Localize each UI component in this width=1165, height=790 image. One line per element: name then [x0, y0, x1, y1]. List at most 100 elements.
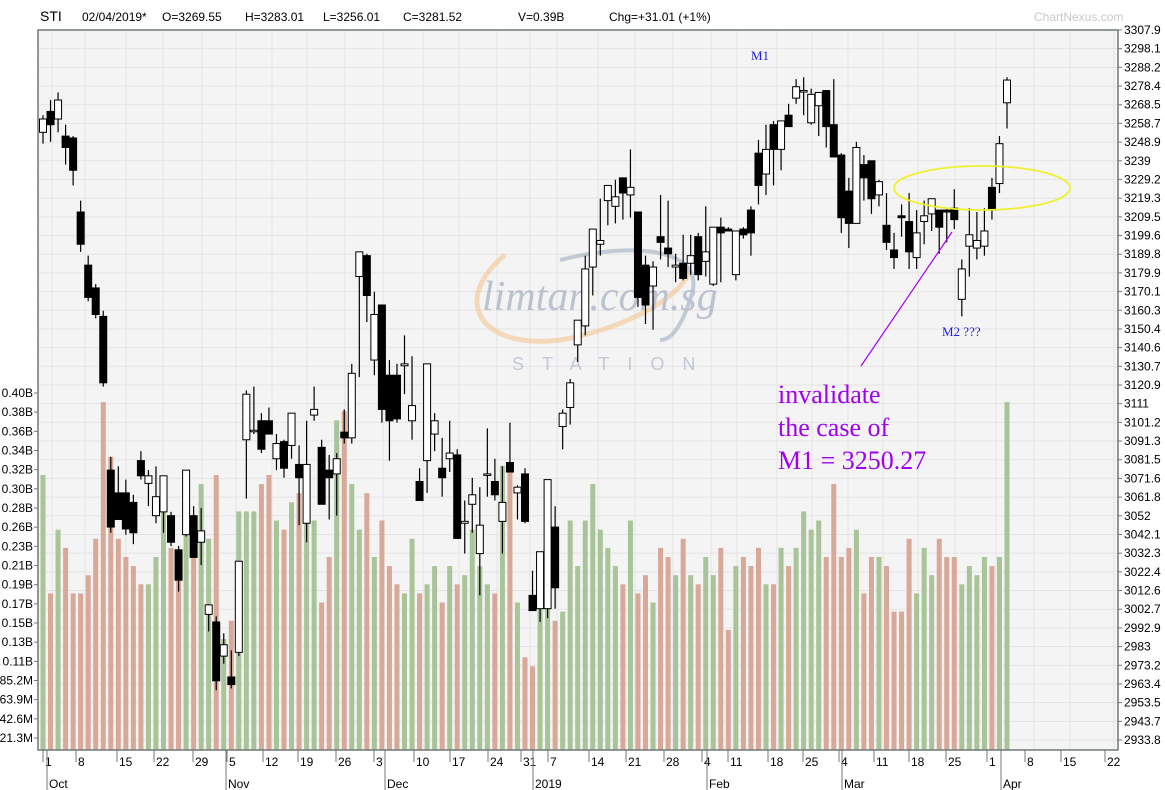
candle-up: [144, 475, 153, 484]
candle-up: [814, 91, 823, 107]
volume-bar: [853, 529, 859, 750]
volume-bar: [914, 593, 920, 750]
volume-bar: [168, 547, 174, 750]
volume-bar: [63, 547, 69, 750]
volume-bar: [176, 566, 182, 750]
day-tick-label: 29: [195, 755, 209, 769]
volume-bar: [499, 465, 505, 750]
price-tick-label: 3199.6: [1124, 229, 1161, 243]
candle-down: [212, 621, 221, 682]
volume-bar: [808, 529, 814, 750]
candle-up: [995, 143, 1004, 185]
candle-down: [739, 228, 748, 236]
candle-up: [423, 363, 432, 462]
candle-up: [475, 524, 484, 555]
candle-down: [656, 236, 665, 243]
volume-bar: [221, 638, 227, 750]
day-tick-label: 1: [45, 755, 52, 769]
annotation-note: invalidate the case of M1 = 3250.27: [778, 378, 926, 477]
candle-down: [528, 594, 537, 612]
volume-bar: [108, 456, 114, 750]
candle-up: [920, 215, 929, 222]
candle-up: [249, 429, 258, 433]
candle-down: [121, 492, 130, 530]
highlight-ellipse: [893, 165, 1071, 211]
candle-up: [852, 146, 861, 224]
volume-bar: [1004, 402, 1010, 750]
candle-down: [942, 209, 951, 213]
price-tick-label: 3219.3: [1124, 191, 1161, 205]
candle-up: [603, 184, 612, 202]
watermark-logo: limtan.com.sg STATION: [474, 248, 718, 374]
candle-up: [468, 494, 477, 505]
volume-bar: [989, 566, 995, 750]
volume-tick-label: 85.2M: [0, 674, 33, 688]
volume-bar: [891, 611, 897, 750]
volume-bar: [567, 520, 573, 750]
candle-up: [596, 239, 605, 245]
price-tick-label: 3239: [1124, 154, 1151, 168]
day-tick-label: 3: [376, 755, 383, 769]
candle-down: [905, 220, 914, 253]
price-tick-label: 3140.6: [1124, 341, 1161, 355]
candle-down: [641, 264, 650, 306]
svg-text:limtan.com.sg: limtan.com.sg: [482, 274, 718, 320]
candle-down: [84, 264, 93, 298]
candle-down: [46, 110, 55, 126]
price-tick-label: 3170.1: [1124, 285, 1161, 299]
volume-bar: [643, 575, 648, 750]
volume-bar: [921, 547, 927, 750]
day-tick-label: 8: [78, 755, 85, 769]
volume-bar: [658, 547, 664, 750]
volume-bar: [755, 547, 761, 750]
day-tick-label: 19: [300, 755, 314, 769]
month-label: Apr: [1003, 777, 1022, 790]
candle-up: [671, 264, 680, 268]
price-tick-label: 3268.5: [1124, 98, 1161, 112]
volume-tick-label: 0.30B: [2, 482, 33, 496]
candle-up: [400, 363, 409, 367]
candle-up: [792, 86, 801, 99]
volume-bar: [695, 584, 701, 750]
candle-down: [76, 211, 85, 245]
volume-bar: [258, 484, 264, 750]
day-tick-label: 25: [805, 755, 819, 769]
volume-bar: [899, 611, 905, 750]
candle-up: [408, 405, 417, 422]
volume-bar: [183, 502, 189, 750]
volume-bar: [793, 547, 799, 750]
candle-up: [287, 412, 296, 446]
day-tick-label: 4: [841, 755, 848, 769]
volume-bar: [838, 556, 844, 750]
candle-down: [91, 287, 100, 315]
volume-bar: [688, 575, 694, 750]
volume-bar: [876, 556, 882, 750]
volume-tick-label: 42.6M: [0, 712, 33, 726]
plot-frame: [37, 29, 1119, 751]
volume-bar: [514, 602, 520, 750]
volume-tick-label: 0.40B: [2, 386, 33, 400]
day-tick-label: 11: [730, 755, 743, 769]
note-line-3: M1 = 3250.27: [778, 446, 927, 475]
month-label: Nov: [228, 777, 249, 790]
low-value: L=3256.01: [323, 10, 381, 24]
candle-up: [445, 452, 454, 460]
volume-bar: [665, 556, 671, 750]
day-tick-label: 14: [591, 755, 605, 769]
m2-label: M2 ???: [942, 324, 981, 339]
price-tick-label: 3258.7: [1124, 116, 1161, 130]
volume-bar: [130, 566, 136, 750]
candle-up: [536, 551, 545, 610]
volume-bar: [454, 584, 460, 750]
candle-up: [483, 473, 492, 476]
change-value: Chg=+31.01 (+1%): [609, 10, 711, 24]
volume-tick-label: 0.28B: [2, 501, 33, 515]
candle-down: [129, 501, 138, 534]
volume-bar: [725, 629, 731, 750]
day-tick-label: 22: [1107, 755, 1121, 769]
candle-down: [844, 190, 853, 224]
price-tick-label: 3307.9: [1124, 23, 1161, 37]
m1-label: M1: [751, 48, 770, 63]
candle-down: [935, 209, 944, 228]
